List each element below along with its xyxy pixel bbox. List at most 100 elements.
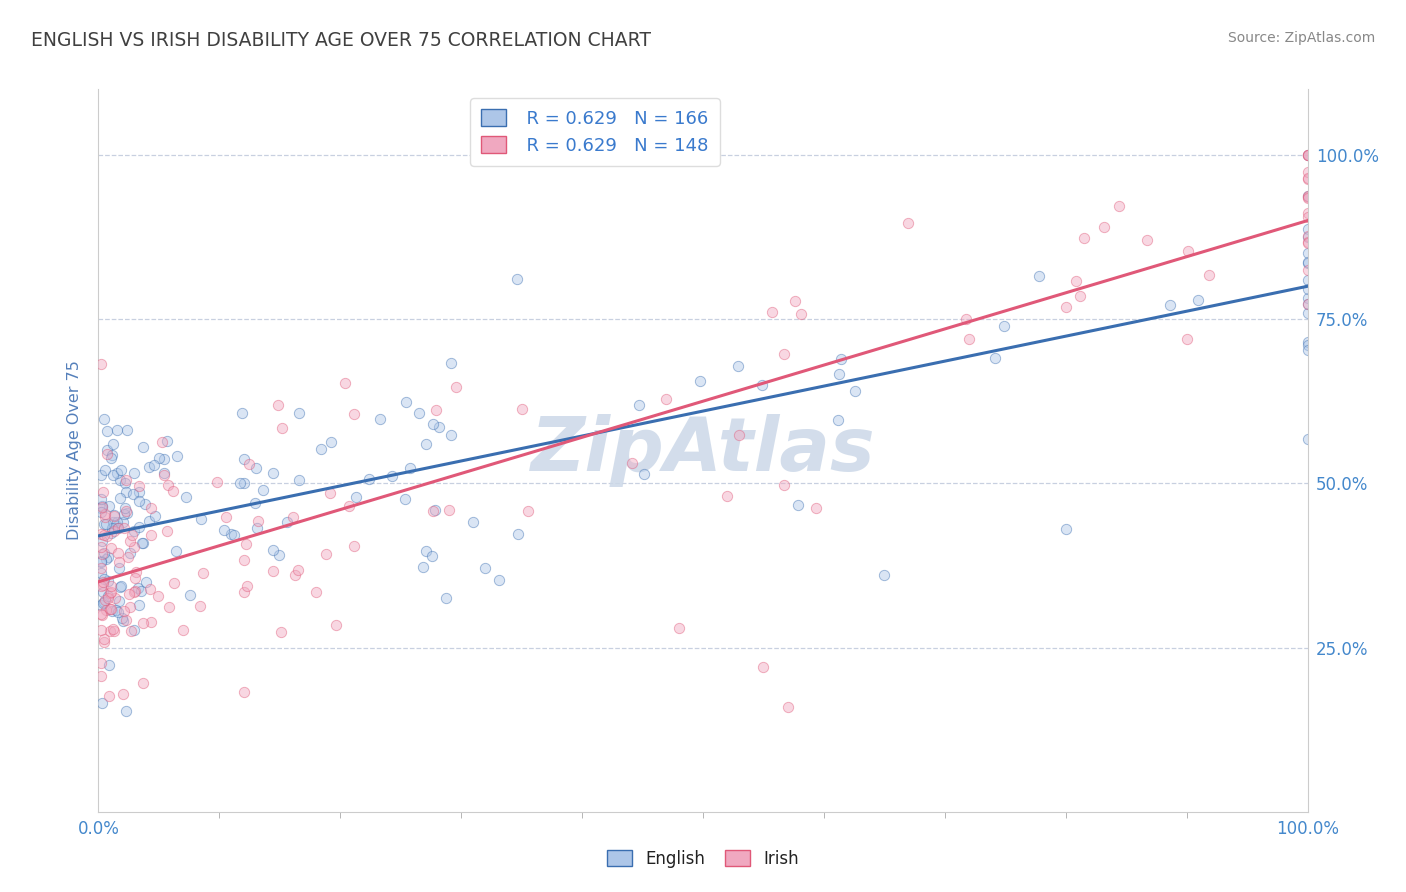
Point: [128, 598, 150, 612]
Point: [1054, 300, 1077, 314]
Point: [381, 468, 404, 483]
Point: [1296, 246, 1319, 260]
Point: [510, 402, 533, 417]
Point: [117, 423, 139, 437]
Point: [287, 406, 309, 420]
Point: [1296, 171, 1319, 186]
Point: [90, 500, 112, 514]
Point: [103, 524, 125, 539]
Point: [232, 476, 254, 491]
Legend: English, Irish: English, Irish: [600, 844, 806, 875]
Point: [94, 510, 117, 524]
Point: [1296, 255, 1319, 269]
Point: [101, 437, 124, 451]
Point: [128, 520, 150, 534]
Point: [790, 308, 813, 322]
Point: [108, 580, 131, 594]
Point: [232, 584, 254, 599]
Point: [90, 656, 112, 670]
Point: [103, 623, 125, 637]
Point: [148, 450, 170, 465]
Point: [305, 585, 328, 599]
Point: [1296, 306, 1319, 320]
Point: [267, 398, 290, 412]
Point: [205, 475, 228, 490]
Point: [315, 547, 337, 561]
Point: [830, 352, 852, 367]
Point: [107, 555, 129, 569]
Point: [114, 473, 136, 487]
Point: [110, 579, 132, 593]
Point: [90, 668, 112, 682]
Point: [983, 351, 1005, 365]
Point: [628, 398, 651, 412]
Point: [325, 618, 347, 632]
Point: [90, 554, 112, 568]
Point: [117, 506, 139, 520]
Point: [412, 560, 434, 574]
Point: [132, 676, 155, 690]
Point: [129, 583, 152, 598]
Text: ZipAtlas: ZipAtlas: [530, 414, 876, 487]
Point: [309, 442, 332, 456]
Point: [212, 523, 235, 537]
Point: [668, 621, 690, 635]
Point: [252, 483, 274, 497]
Point: [98, 689, 121, 703]
Point: [97, 658, 120, 673]
Point: [118, 546, 141, 560]
Point: [97, 591, 120, 606]
Point: [105, 516, 128, 530]
Point: [440, 427, 463, 442]
Point: [955, 312, 977, 326]
Point: [1296, 191, 1319, 205]
Point: [90, 540, 112, 554]
Point: [143, 508, 166, 523]
Point: [474, 560, 496, 574]
Point: [1296, 189, 1319, 203]
Point: [122, 623, 145, 637]
Point: [100, 579, 122, 593]
Point: [90, 547, 112, 561]
Point: [122, 585, 145, 599]
Point: [103, 624, 125, 639]
Point: [122, 524, 145, 538]
Point: [94, 552, 117, 566]
Point: [262, 565, 284, 579]
Point: [94, 517, 117, 532]
Point: [267, 549, 290, 563]
Point: [1092, 220, 1115, 235]
Point: [1296, 230, 1319, 244]
Point: [91, 596, 114, 610]
Point: [103, 508, 125, 523]
Point: [93, 634, 115, 648]
Point: [271, 421, 294, 435]
Point: [96, 529, 118, 543]
Point: [844, 384, 866, 398]
Point: [98, 585, 121, 599]
Point: [107, 521, 129, 535]
Point: [287, 563, 309, 577]
Point: [117, 587, 139, 601]
Point: [97, 589, 120, 603]
Point: [127, 581, 149, 595]
Point: [752, 660, 775, 674]
Point: [425, 503, 447, 517]
Point: [1296, 189, 1319, 203]
Point: [1069, 289, 1091, 303]
Point: [1296, 206, 1319, 220]
Point: [1296, 337, 1319, 351]
Point: [93, 632, 115, 646]
Point: [132, 615, 155, 630]
Point: [108, 491, 131, 506]
Point: [238, 457, 260, 471]
Point: [344, 490, 367, 504]
Point: [128, 485, 150, 500]
Point: [101, 515, 124, 529]
Y-axis label: Disability Age Over 75: Disability Age Over 75: [67, 360, 83, 541]
Point: [115, 485, 138, 500]
Point: [117, 549, 139, 564]
Point: [1296, 148, 1319, 162]
Point: [122, 486, 145, 500]
Point: [1296, 235, 1319, 250]
